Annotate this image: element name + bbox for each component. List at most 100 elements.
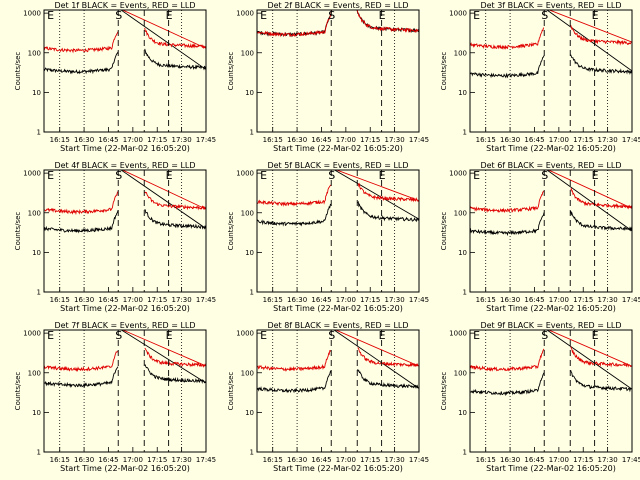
x-tick-label: 16:15 <box>476 296 496 304</box>
series-lld-line <box>121 330 206 368</box>
y-axis-label: Counts/sec <box>440 212 448 251</box>
x-tick-label: 16:45 <box>98 456 118 464</box>
marker-label: S <box>541 329 548 342</box>
panel-title: Det 3f BLACK = Events, RED = LLD <box>480 1 621 10</box>
y-tick-label: 100 <box>28 369 41 377</box>
y-tick-label: 10 <box>245 89 254 97</box>
x-tick-label: 17:45 <box>409 136 429 144</box>
y-tick-label: 1 <box>37 289 41 297</box>
x-tick-label: 17:15 <box>573 296 593 304</box>
y-tick-label: 1000 <box>23 10 41 18</box>
y-axis-label: Counts/sec <box>14 372 22 411</box>
marker-label: E <box>260 329 267 342</box>
y-tick-label: 10 <box>32 89 41 97</box>
panel-title: Det 2f BLACK = Events, RED = LLD <box>267 1 408 10</box>
marker-label: S <box>328 9 335 22</box>
x-tick-label: 16:30 <box>287 136 307 144</box>
series-lld-line <box>547 330 632 368</box>
x-tick-label: 17:15 <box>360 296 380 304</box>
panel-title: Det 4f BLACK = Events, RED = LLD <box>54 161 195 170</box>
y-tick-label: 1000 <box>23 330 41 338</box>
y-tick-label: 1 <box>37 129 41 137</box>
marker-label: E <box>379 9 386 22</box>
y-tick-label: 10 <box>458 89 467 97</box>
x-tick-label: 17:15 <box>360 456 380 464</box>
marker-label: E <box>260 169 267 182</box>
x-tick-label: 16:15 <box>263 456 283 464</box>
y-tick-label: 10 <box>458 249 467 257</box>
marker-label: E <box>379 169 386 182</box>
x-axis-label: Start Time (22-Mar-02 16:05:20) <box>60 304 190 313</box>
x-tick-label: 16:15 <box>50 456 70 464</box>
marker-label: S <box>115 9 122 22</box>
panel-title: Det 7f BLACK = Events, RED = LLD <box>54 321 195 330</box>
panel-title: Det 6f BLACK = Events, RED = LLD <box>480 161 621 170</box>
marker-label: E <box>592 169 599 182</box>
plot-frame <box>256 9 420 133</box>
panel-title: Det 9f BLACK = Events, RED = LLD <box>480 321 621 330</box>
x-tick-label: 16:45 <box>311 456 331 464</box>
x-tick-label: 16:30 <box>74 296 94 304</box>
x-tick-label: 16:30 <box>287 296 307 304</box>
x-tick-label: 16:45 <box>524 456 544 464</box>
x-tick-label: 17:45 <box>622 456 640 464</box>
x-tick-label: 17:30 <box>385 296 405 304</box>
marker-label: S <box>328 169 335 182</box>
x-tick-label: 17:45 <box>622 296 640 304</box>
x-tick-label: 17:15 <box>573 456 593 464</box>
marker-label: S <box>115 169 122 182</box>
plot-frame <box>43 169 207 293</box>
y-tick-label: 1 <box>463 449 467 457</box>
x-tick-label: 16:15 <box>263 136 283 144</box>
x-tick-label: 17:45 <box>196 296 216 304</box>
plot-frame <box>469 169 633 293</box>
y-tick-label: 1000 <box>23 170 41 178</box>
series-lld-line <box>335 170 419 203</box>
marker-label: E <box>47 169 54 182</box>
x-axis-label: Start Time (22-Mar-02 16:05:20) <box>273 304 403 313</box>
x-tick-label: 17:30 <box>172 136 192 144</box>
series-lld-line <box>470 190 545 214</box>
y-tick-label: 10 <box>32 249 41 257</box>
y-axis-label: Counts/sec <box>227 52 235 91</box>
x-tick-label: 17:00 <box>336 296 356 304</box>
marker-label: E <box>166 329 173 342</box>
y-axis-label: Counts/sec <box>440 372 448 411</box>
series-lld-line <box>44 350 119 372</box>
marker-label: E <box>473 169 480 182</box>
y-tick-label: 10 <box>32 409 41 417</box>
marker-label: S <box>541 169 548 182</box>
x-tick-label: 16:45 <box>311 296 331 304</box>
x-tick-label: 16:45 <box>524 136 544 144</box>
y-tick-label: 100 <box>454 49 467 57</box>
y-axis-label: Counts/sec <box>14 212 22 251</box>
x-tick-label: 16:15 <box>50 296 70 304</box>
panel-title: Det 8f BLACK = Events, RED = LLD <box>267 321 408 330</box>
marker-label: S <box>328 329 335 342</box>
series-lld-line <box>257 349 332 372</box>
x-tick-label: 16:30 <box>500 456 520 464</box>
series-lld-line <box>547 170 632 210</box>
x-tick-label: 16:45 <box>98 296 118 304</box>
marker-label: E <box>592 9 599 22</box>
series-events-line <box>546 10 632 75</box>
panel-title: Det 5f BLACK = Events, RED = LLD <box>267 161 408 170</box>
plot-frame <box>43 9 207 133</box>
series-events-line <box>120 10 206 71</box>
y-tick-label: 1 <box>37 449 41 457</box>
y-tick-label: 1 <box>250 289 254 297</box>
x-axis-label: Start Time (22-Mar-02 16:05:20) <box>486 144 616 153</box>
marker-label: E <box>473 329 480 342</box>
series-lld-line <box>470 27 545 50</box>
y-tick-label: 1 <box>463 129 467 137</box>
x-tick-label: 17:15 <box>147 296 167 304</box>
y-tick-label: 1000 <box>236 10 254 18</box>
panel-title: Det 1f BLACK = Events, RED = LLD <box>54 1 195 10</box>
series-events-line <box>120 170 206 230</box>
